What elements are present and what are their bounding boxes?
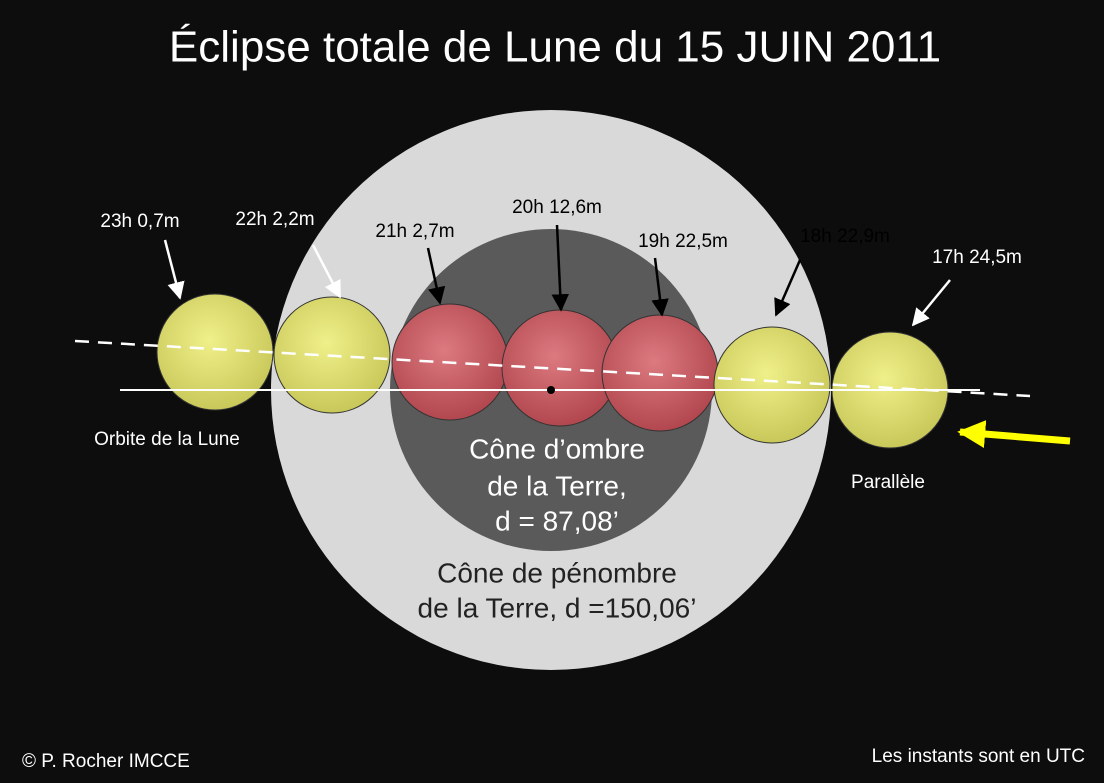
- pointer-arrow: [163, 239, 185, 300]
- time-label: 17h 24,5m: [932, 247, 1022, 268]
- umbra-label: de la Terre,: [487, 470, 627, 501]
- direction-arrow: [957, 420, 1071, 449]
- parallel-label: Parallèle: [851, 472, 925, 493]
- time-label: 22h 2,2m: [235, 209, 314, 230]
- moon: [601, 314, 719, 432]
- time-label: 19h 22,5m: [638, 231, 728, 252]
- footer: Les instants sont en UTC: [872, 746, 1085, 767]
- time-label: 20h 12,6m: [512, 197, 602, 218]
- title: Éclipse totale de Lune du 15 JUIN 2011: [169, 23, 941, 72]
- penumbra-label: de la Terre, d =150,06’: [418, 592, 697, 623]
- pointer-arrow: [311, 244, 342, 299]
- pointer-arrow: [774, 259, 802, 317]
- orbit-label: Orbite de la Lune: [94, 429, 240, 450]
- time-label: 18h 22,9m: [800, 226, 890, 247]
- time-label: 21h 2,7m: [375, 221, 454, 242]
- umbra-label: Cône d’ombre: [469, 433, 645, 464]
- pointer-arrow: [911, 279, 951, 327]
- pointer-arrow: [551, 224, 569, 312]
- pointer-arrow: [651, 257, 669, 317]
- pointer-arrow: [426, 247, 446, 305]
- time-label: 23h 0,7m: [100, 211, 179, 232]
- moon: [713, 326, 831, 444]
- umbra-label: d = 87,08’: [495, 505, 619, 536]
- earth-center: [547, 386, 555, 394]
- penumbra-label: Cône de pénombre: [437, 557, 677, 588]
- credit: © P. Rocher IMCCE: [22, 751, 190, 772]
- moon: [156, 293, 274, 411]
